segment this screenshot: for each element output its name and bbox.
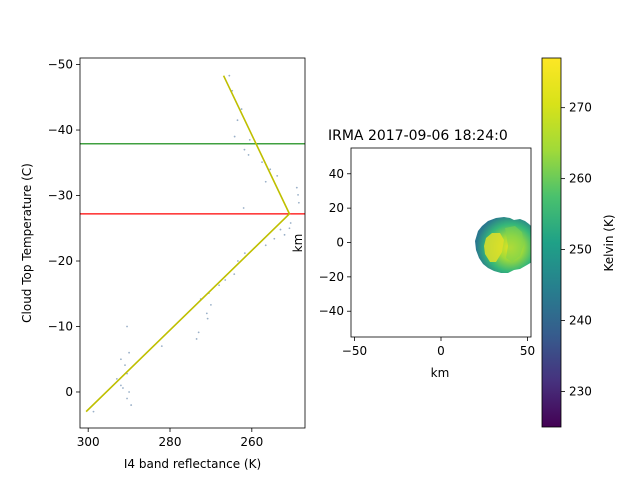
- x-tick-label: 300: [77, 435, 100, 449]
- scatter-point: [248, 138, 251, 141]
- scatter-point: [283, 233, 286, 236]
- scatter-point: [233, 135, 236, 138]
- left-x-ticks: 300 280 260: [77, 428, 263, 449]
- scatter-point: [126, 325, 128, 328]
- y-tick-label: −10: [48, 319, 73, 333]
- left-scatter-points: [92, 74, 300, 413]
- y-tick-label: 0: [65, 385, 73, 399]
- right-y-axis-label: km: [291, 234, 305, 253]
- right-chart: IRMA 2017-09-06 18:24:0 −50 0 50 40 20 0 −20 −…: [291, 128, 535, 380]
- y-tick-label: −20: [48, 254, 73, 268]
- left-plot-frame: [79, 57, 306, 429]
- colorbar-ticks: 230 240 250 260 270: [561, 101, 592, 399]
- scatter-point: [228, 74, 231, 77]
- colorbar-tick-label: 270: [569, 101, 592, 115]
- scatter-point: [261, 161, 263, 164]
- colorbar-tick-label: 240: [569, 314, 592, 328]
- y-tick-label: −40: [48, 123, 73, 137]
- scatter-point: [273, 237, 276, 240]
- colorbar-gradient: [541, 57, 562, 428]
- scatter-point: [288, 227, 291, 230]
- colorbar-label: Kelvin (K): [602, 214, 616, 271]
- fit-line: [85, 75, 291, 413]
- y-tick-label: 20: [329, 201, 344, 215]
- scatter-point: [205, 312, 208, 315]
- scatter-point: [247, 154, 250, 156]
- scatter-point: [243, 148, 246, 151]
- scatter-point: [224, 279, 227, 281]
- scatter-point: [269, 168, 272, 171]
- y-tick-label: −40: [319, 304, 344, 318]
- left-x-axis-label: I4 band reflectance (K): [124, 457, 261, 471]
- heatmap-area: [475, 217, 531, 273]
- colorbar-tick-label: 260: [569, 172, 592, 186]
- right-chart-title: IRMA 2017-09-06 18:24:0: [328, 128, 508, 144]
- scatter-point: [236, 119, 239, 122]
- scatter-point: [195, 338, 198, 340]
- y-tick-label: −30: [48, 189, 73, 203]
- scatter-point: [297, 193, 299, 196]
- scatter-point: [206, 317, 209, 320]
- left-hlines: [80, 143, 305, 215]
- x-tick-label: 50: [520, 344, 535, 358]
- scatter-point: [92, 410, 95, 413]
- right-y-ticks: 40 20 0 −20 −40: [319, 167, 351, 318]
- storm-inner-core: [484, 233, 504, 262]
- scatter-point: [210, 303, 212, 306]
- x-tick-label: −50: [342, 344, 367, 358]
- scatter-point: [160, 345, 163, 348]
- scatter-point: [264, 244, 267, 247]
- scatter-point: [264, 180, 267, 183]
- y-tick-label: −20: [319, 270, 344, 284]
- right-x-axis-label: km: [431, 366, 450, 380]
- colorbar-tick-label: 230: [569, 385, 592, 399]
- scatter-point: [197, 331, 200, 334]
- scatter-point: [128, 391, 130, 393]
- scatter-point: [124, 364, 126, 367]
- scatter-point: [233, 273, 236, 276]
- right-x-ticks: −50 0 50: [342, 337, 535, 358]
- y-tick-label: 0: [336, 236, 344, 250]
- scatter-point: [120, 358, 122, 361]
- left-y-axis-label: Cloud Top Temperature (C): [20, 163, 34, 323]
- scatter-point: [295, 186, 298, 189]
- scatter-point: [130, 404, 133, 406]
- left-chart: 300 280 260 0 −10 −20 −30 −40 −50 I4 band refle…: [20, 57, 306, 471]
- scatter-point: [289, 222, 292, 224]
- scatter-point: [242, 207, 245, 209]
- y-tick-label: −50: [48, 58, 73, 72]
- left-y-ticks: 0 −10 −20 −30 −40 −50: [48, 58, 80, 399]
- scatter-point: [218, 284, 220, 287]
- scatter-point: [122, 387, 124, 389]
- colorbar: 230 240 250 260 270 Kelvin (K): [541, 57, 616, 428]
- y-tick-label: 40: [329, 167, 344, 181]
- storm-mid-ring: [505, 226, 524, 262]
- scatter-point: [276, 174, 279, 177]
- x-tick-label: 280: [159, 435, 182, 449]
- scatter-point: [128, 351, 130, 354]
- scatter-point: [126, 397, 128, 400]
- scatter-point: [120, 384, 122, 387]
- scatter-point: [237, 260, 239, 262]
- scatter-point: [243, 252, 246, 255]
- scatter-point: [297, 201, 300, 204]
- x-tick-label: 260: [240, 435, 263, 449]
- scatter-point: [115, 377, 118, 380]
- colorbar-tick-label: 250: [569, 243, 592, 257]
- scatter-point: [279, 228, 282, 231]
- scatter-point: [240, 108, 243, 110]
- x-tick-label: 0: [437, 344, 445, 358]
